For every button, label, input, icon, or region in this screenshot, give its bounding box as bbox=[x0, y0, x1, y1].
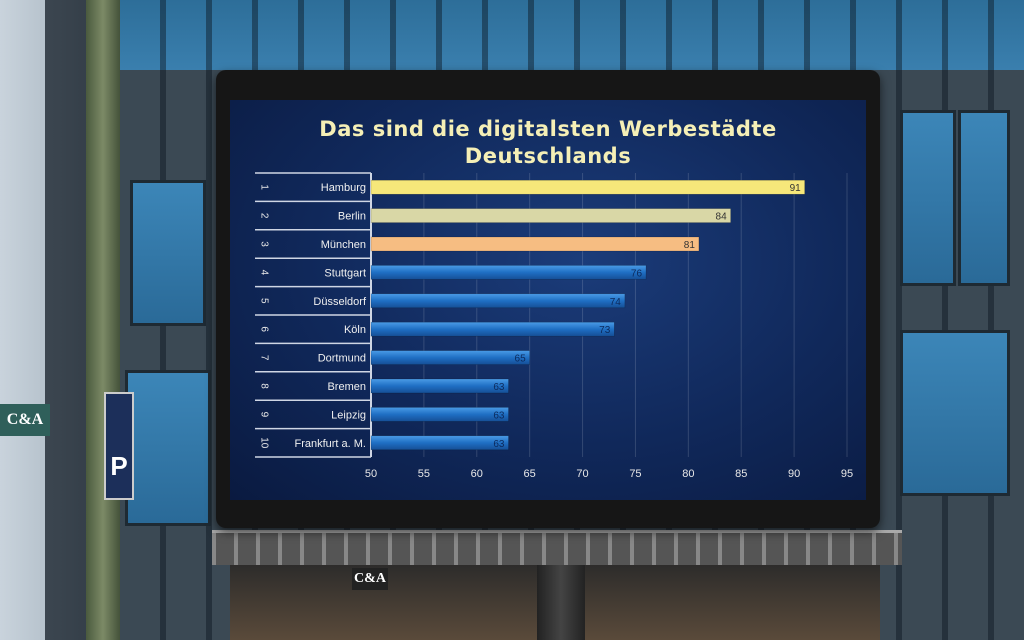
rank-label: 10 bbox=[258, 437, 269, 449]
rank-label: 3 bbox=[258, 241, 269, 247]
building-window bbox=[130, 180, 206, 326]
x-tick-label: 75 bbox=[629, 468, 641, 480]
category-label: Frankfurt a. M. bbox=[294, 438, 366, 450]
data-label: 81 bbox=[684, 240, 696, 251]
x-tick-label: 80 bbox=[682, 468, 694, 480]
rank-label: 4 bbox=[258, 270, 269, 276]
chart-title-line-1: Das sind die digitalsten Werbestädte bbox=[319, 117, 777, 141]
bar bbox=[370, 378, 509, 394]
data-label: 65 bbox=[515, 354, 527, 365]
bar bbox=[370, 407, 509, 422]
building-window bbox=[125, 370, 211, 526]
x-tick-label: 70 bbox=[576, 468, 588, 480]
data-label: 91 bbox=[790, 183, 802, 194]
data-label: 63 bbox=[493, 382, 505, 393]
bar bbox=[370, 179, 805, 195]
bar bbox=[370, 208, 731, 223]
chart-title: Das sind die digitalsten Werbestädte Deu… bbox=[230, 116, 866, 170]
bar bbox=[370, 435, 509, 451]
rank-label: 5 bbox=[258, 298, 269, 304]
bar bbox=[370, 293, 626, 309]
category-label: Hamburg bbox=[321, 182, 366, 194]
chart-panel: Das sind die digitalsten Werbestädte Deu… bbox=[230, 100, 866, 500]
x-tick-label: 60 bbox=[471, 468, 483, 480]
x-tick-label: 65 bbox=[524, 468, 536, 480]
category-label: München bbox=[321, 239, 366, 251]
rank-label: 2 bbox=[258, 213, 269, 219]
data-label: 74 bbox=[610, 297, 622, 308]
category-label: Düsseldorf bbox=[313, 296, 367, 308]
street-pole bbox=[86, 0, 120, 640]
rank-label: 9 bbox=[258, 412, 269, 418]
category-label: Leipzig bbox=[331, 409, 366, 421]
x-tick-label: 90 bbox=[788, 468, 800, 480]
data-label: 76 bbox=[631, 268, 643, 279]
category-label: Stuttgart bbox=[324, 267, 366, 279]
rank-label: 7 bbox=[258, 355, 269, 361]
data-label: 84 bbox=[716, 212, 728, 223]
bar bbox=[370, 350, 530, 365]
data-label: 63 bbox=[493, 439, 505, 450]
bar bbox=[370, 321, 615, 337]
building-window bbox=[900, 330, 1010, 496]
rank-label: 8 bbox=[258, 383, 269, 389]
data-label: 63 bbox=[493, 410, 505, 421]
x-tick-label: 55 bbox=[418, 468, 430, 480]
bar-chart: 50 55 60 65 70 75 80 85 90 951 Hamburg 912 Berlin 843… bbox=[255, 172, 853, 480]
building-window bbox=[900, 110, 956, 286]
store-ca-sign: C&A bbox=[352, 568, 388, 590]
parking-sign: P bbox=[104, 392, 134, 500]
rank-label: 1 bbox=[258, 184, 269, 190]
x-tick-label: 95 bbox=[841, 468, 853, 480]
category-label: Berlin bbox=[338, 211, 366, 223]
category-label: Bremen bbox=[327, 381, 366, 393]
x-tick-label: 50 bbox=[365, 468, 377, 480]
billboard-post bbox=[537, 560, 585, 640]
data-label: 73 bbox=[599, 325, 611, 336]
x-tick-label: 85 bbox=[735, 468, 747, 480]
rank-label: 6 bbox=[258, 326, 269, 332]
bar bbox=[370, 265, 647, 280]
bar bbox=[370, 236, 700, 252]
category-label: Köln bbox=[344, 324, 366, 336]
ca-sign: C&A bbox=[0, 404, 50, 436]
chart-title-line-2: Deutschlands bbox=[464, 144, 632, 168]
category-label: Dortmund bbox=[318, 353, 366, 365]
building-window bbox=[958, 110, 1010, 286]
billboard-truss bbox=[212, 530, 902, 565]
